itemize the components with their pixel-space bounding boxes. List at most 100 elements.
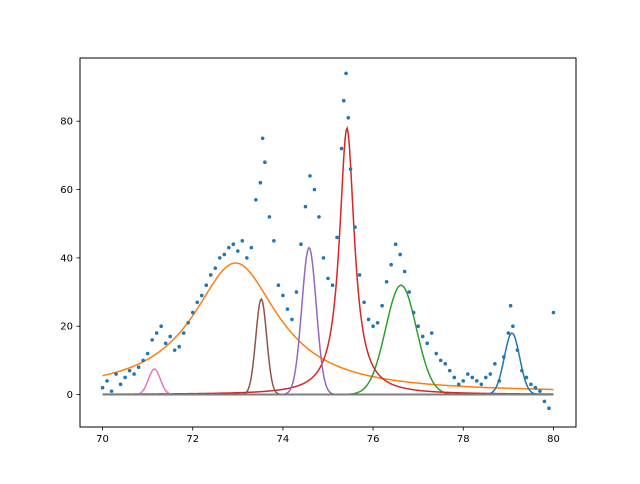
data-point [249,245,254,250]
y-tick-label: 40 [60,253,73,264]
data-point [267,215,272,219]
data-point [177,344,181,349]
data-point [484,375,488,380]
x-tick-label: 78 [457,434,470,445]
data-point [420,334,425,339]
data-point [344,71,348,76]
data-point [398,252,402,257]
data-point [186,320,191,325]
data-point [213,266,218,270]
x-tick-label: 74 [277,434,290,445]
data-point [425,341,430,346]
data-point [520,368,524,373]
data-point [181,331,186,335]
data-point [479,382,484,387]
fit-curve-1 [102,262,554,391]
data-point [263,160,267,165]
data-point [389,262,393,267]
data-point [236,249,240,253]
x-tick-label: 76 [367,434,380,445]
data-point [362,300,366,305]
y-tick-label: 20 [60,322,73,333]
data-point [393,242,398,247]
data-point [281,293,285,298]
data-point [461,379,466,383]
data-point [497,379,502,383]
data-point [240,238,245,243]
data-point [105,379,109,383]
data-point [294,290,299,294]
data-point [447,368,452,373]
data-point [346,115,351,120]
data-point [429,331,434,335]
data-point [511,324,515,329]
plot-frame [79,57,577,428]
data-point [150,338,154,342]
y-tick-label: 80 [60,117,73,128]
data-point [231,242,236,247]
data-point [357,273,362,277]
x-tick-label: 70 [96,434,109,445]
x-tick-label: 72 [186,434,199,445]
data-point [254,197,258,202]
data-point [384,279,389,284]
data-point [366,317,371,322]
data-point [204,283,209,288]
data-point [163,341,168,346]
y-axis: 0 20 40 60 80 [60,117,80,401]
data-point [123,375,127,380]
data-point [299,242,303,247]
data-point [416,324,420,329]
data-point [100,385,105,390]
data-point [470,375,475,380]
data-point [402,269,407,274]
data-point [145,351,150,356]
data-point [118,382,123,387]
data-point [272,238,276,243]
data-point [312,187,317,192]
data-point [407,290,411,294]
data-point [353,225,357,229]
data-point [172,348,177,352]
data-point [208,273,213,277]
data-point [317,215,321,219]
data-point [222,252,227,257]
data-point [199,293,204,298]
x-tick-label: 80 [547,434,560,445]
data-point [438,358,443,363]
data-point [217,256,222,260]
data-point [493,361,497,366]
data-point [321,256,326,260]
data-point [127,368,132,373]
data-point [529,382,533,387]
data-point [515,348,520,352]
data-point [154,331,159,335]
data-point [227,245,231,250]
data-point [443,361,448,366]
data-point [475,379,479,383]
data-point [434,351,439,356]
data-point [547,406,551,411]
data-point [195,300,200,305]
data-point [159,324,163,329]
data-point [132,372,136,376]
data-point [465,372,470,376]
data-point [375,320,380,325]
data-point [109,389,114,393]
data-point [524,375,529,380]
data-point [371,324,375,329]
data-point [136,365,141,370]
data-point [506,331,511,335]
x-axis: 70 72 74 76 78 80 [96,427,560,445]
data-point [285,307,290,311]
data-point [551,310,556,315]
data-point [141,358,145,363]
data-point [488,372,493,376]
data-point [456,382,461,387]
data-point [341,98,346,103]
data-point [260,136,265,141]
data-point [335,235,339,240]
data-point [168,334,172,339]
